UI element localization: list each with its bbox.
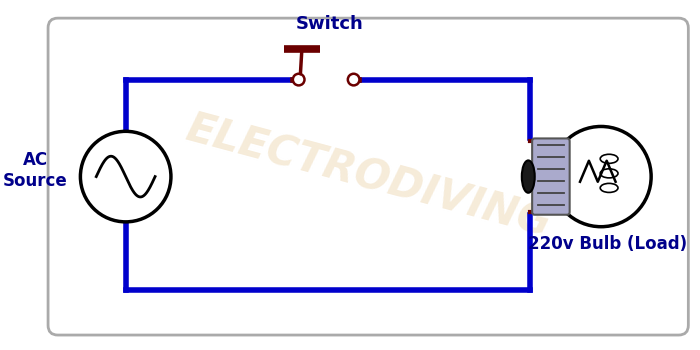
Circle shape — [80, 131, 171, 222]
FancyBboxPatch shape — [532, 139, 570, 215]
Ellipse shape — [600, 183, 618, 192]
Text: AC
Source: AC Source — [3, 151, 67, 189]
Ellipse shape — [522, 160, 535, 193]
Circle shape — [551, 126, 651, 227]
Circle shape — [293, 74, 304, 85]
Ellipse shape — [600, 154, 618, 163]
Text: ELECTRODIVING: ELECTRODIVING — [181, 107, 555, 246]
Ellipse shape — [600, 169, 618, 178]
Text: 220v Bulb (Load): 220v Bulb (Load) — [528, 235, 687, 253]
Text: Switch: Switch — [295, 15, 363, 33]
Circle shape — [348, 74, 360, 85]
FancyBboxPatch shape — [48, 18, 688, 335]
